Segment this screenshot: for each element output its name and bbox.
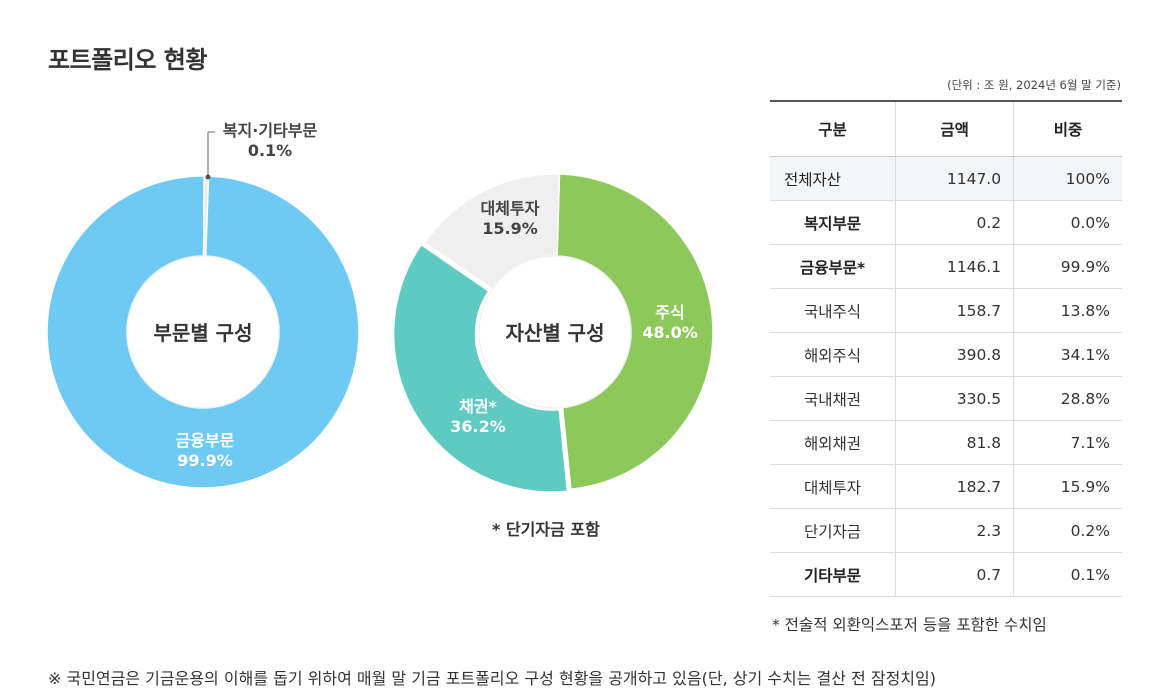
table-row: 해외주식 390.8 34.1%: [770, 332, 1122, 377]
row-share: 0.1%: [1013, 552, 1122, 597]
table-row: 금융부문* 1146.1 99.9%: [770, 244, 1122, 289]
table-body: 전체자산 1147.0 100% 복지부문 0.2 0.0% 금융부문* 1146.1 99.9…: [770, 156, 1122, 597]
row-share: 13.8%: [1013, 288, 1122, 333]
row-amount: 1147.0: [895, 156, 1015, 201]
row-share: 7.1%: [1013, 420, 1122, 465]
donut-center-label: 자산별 구성: [506, 321, 605, 345]
table-header-row: 구분 금액 비중: [770, 100, 1122, 157]
table-row: 단기자금 2.3 0.2%: [770, 508, 1122, 553]
donut-center: [126, 255, 280, 409]
row-category: 전체자산: [770, 156, 897, 201]
row-amount: 0.7: [895, 552, 1015, 597]
table-footnote: * 전술적 외환익스포저 등을 포함한 수치임: [772, 616, 1047, 634]
row-amount: 0.2: [895, 200, 1015, 245]
row-share: 34.1%: [1013, 332, 1122, 377]
slice-value-label: 15.9%: [482, 219, 538, 238]
slice-value-label: 0.1%: [248, 141, 292, 160]
row-category: 해외주식: [770, 332, 897, 377]
table-row: 기타부문 0.7 0.1%: [770, 552, 1122, 597]
header-share: 비중: [1013, 100, 1122, 157]
row-amount: 2.3: [895, 508, 1015, 553]
short-term-fund-note: * 단기자금 포함: [492, 520, 600, 539]
table-row: 대체투자 182.7 15.9%: [770, 464, 1122, 509]
row-share: 0.2%: [1013, 508, 1122, 553]
slice-value-label: 99.9%: [177, 451, 233, 470]
table-row: 전체자산 1147.0 100%: [770, 156, 1122, 201]
header-amount: 금액: [895, 100, 1015, 157]
row-amount: 81.8: [895, 420, 1015, 465]
row-share: 15.9%: [1013, 464, 1122, 509]
row-category: 복지부문: [770, 200, 897, 245]
row-share: 99.9%: [1013, 244, 1122, 289]
slice-value-label: 36.2%: [450, 417, 506, 436]
row-amount: 330.5: [895, 376, 1015, 421]
row-category: 단기자금: [770, 508, 897, 553]
leader-dot: [205, 174, 211, 180]
unit-note: (단위 : 조 원, 2024년 6월 말 기준): [947, 78, 1121, 92]
slice-value-label: 48.0%: [642, 323, 698, 342]
donut-center-label: 부문별 구성: [154, 321, 253, 345]
row-category: 금융부문*: [770, 244, 897, 289]
portfolio-table: 구분 금액 비중 전체자산 1147.0 100% 복지부문 0.2 0.0% 금융부문* 1…: [770, 100, 1122, 597]
bottom-disclosure-note: ※ 국민연금은 기금운용의 이해를 돕기 위하여 매월 말 기금 포트폴리오 구…: [48, 669, 936, 688]
slice-label: 주식: [655, 303, 684, 322]
donut-slice: [392, 243, 569, 493]
table-row: 복지부문 0.2 0.0%: [770, 200, 1122, 245]
slice-label: 금융부문: [176, 431, 235, 450]
page-title: 포트폴리오 현황: [48, 46, 207, 74]
row-category: 기타부문: [770, 552, 897, 597]
table-row: 국내주식 158.7 13.8%: [770, 288, 1122, 333]
row-share: 0.0%: [1013, 200, 1122, 245]
table-row: 국내채권 330.5 28.8%: [770, 376, 1122, 421]
row-amount: 158.7: [895, 288, 1015, 333]
row-category: 국내채권: [770, 376, 897, 421]
row-amount: 182.7: [895, 464, 1015, 509]
slice-label: 대체투자: [481, 199, 540, 218]
row-category: 해외채권: [770, 420, 897, 465]
donut-center: [478, 255, 632, 409]
row-amount: 390.8: [895, 332, 1015, 377]
row-category: 국내주식: [770, 288, 897, 333]
row-share: 28.8%: [1013, 376, 1122, 421]
slice-label: 채권*: [459, 397, 497, 416]
row-amount: 1146.1: [895, 244, 1015, 289]
table-row: 해외채권 81.8 7.1%: [770, 420, 1122, 465]
row-share: 100%: [1013, 156, 1122, 201]
slice-label: 복지·기타부문: [223, 121, 318, 140]
row-category: 대체투자: [770, 464, 897, 509]
header-category: 구분: [770, 100, 897, 157]
